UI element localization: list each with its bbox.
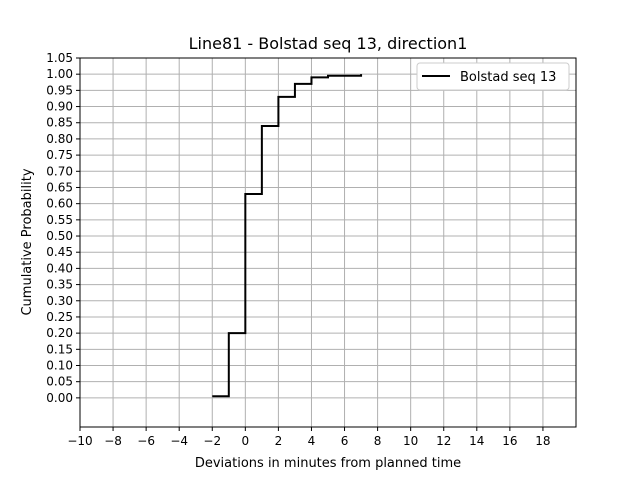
x-tick-label: −8 — [104, 434, 122, 448]
y-tick-label: 0.00 — [46, 391, 73, 405]
legend: Bolstad seq 13 — [416, 62, 570, 91]
x-tick-label: 6 — [341, 434, 349, 448]
y-tick-label: 0.70 — [46, 164, 73, 178]
x-tick-label: 2 — [275, 434, 283, 448]
y-tick-label: 0.45 — [46, 245, 73, 259]
x-tick-label: 12 — [436, 434, 451, 448]
y-tick-label: 0.30 — [46, 294, 73, 308]
y-tick-label: 0.65 — [46, 180, 73, 194]
y-axis-label: Cumulative Probability — [20, 168, 35, 315]
y-tick-label: 0.95 — [46, 83, 73, 97]
y-tick-label: 0.75 — [46, 148, 73, 162]
y-tick-label: 0.10 — [46, 359, 73, 373]
y-axis-ticks: 0.00 0.05 0.10 0.15 0.20 0.25 0.30 0.35 0.40 0.45… — [46, 51, 80, 405]
y-tick-label: 0.05 — [46, 375, 73, 389]
x-axis-ticks: −10 −8 −6 −4 −2 0 2 4 6 8 10 12 14 16 18 — [67, 427, 551, 448]
y-tick-label: 0.15 — [46, 342, 73, 356]
x-tick-label: 18 — [535, 434, 550, 448]
y-tick-label: 1.05 — [46, 51, 73, 65]
y-tick-label: 0.90 — [46, 100, 73, 114]
x-tick-label: 10 — [403, 434, 418, 448]
legend-label: Bolstad seq 13 — [460, 70, 556, 85]
y-tick-label: 0.40 — [46, 261, 73, 275]
legend-box — [416, 62, 570, 91]
x-tick-label: 8 — [374, 434, 382, 448]
x-axis-label: Deviations in minutes from planned time — [195, 456, 461, 471]
y-tick-label: 0.55 — [46, 213, 73, 227]
x-tick-label: 14 — [469, 434, 484, 448]
series-layer — [212, 74, 363, 398]
y-tick-label: 0.60 — [46, 197, 73, 211]
y-tick-label: 0.80 — [46, 132, 73, 146]
x-tick-label: −4 — [170, 434, 188, 448]
x-tick-label: −2 — [203, 434, 221, 448]
x-tick-label: −10 — [67, 434, 92, 448]
y-tick-label: 0.20 — [46, 326, 73, 340]
x-tick-label: −6 — [137, 434, 155, 448]
plot-frame — [79, 57, 577, 428]
y-tick-label: 0.35 — [46, 278, 73, 292]
y-tick-label: 0.85 — [46, 116, 73, 130]
chart-title: Line81 - Bolstad seq 13, direction1 — [189, 34, 468, 53]
x-tick-label: 4 — [308, 434, 316, 448]
series-line — [212, 74, 363, 398]
x-tick-label: 0 — [242, 434, 250, 448]
x-tick-label: 16 — [502, 434, 517, 448]
y-tick-label: 0.50 — [46, 229, 73, 243]
y-tick-label: 1.00 — [46, 67, 73, 81]
y-tick-label: 0.25 — [46, 310, 73, 324]
